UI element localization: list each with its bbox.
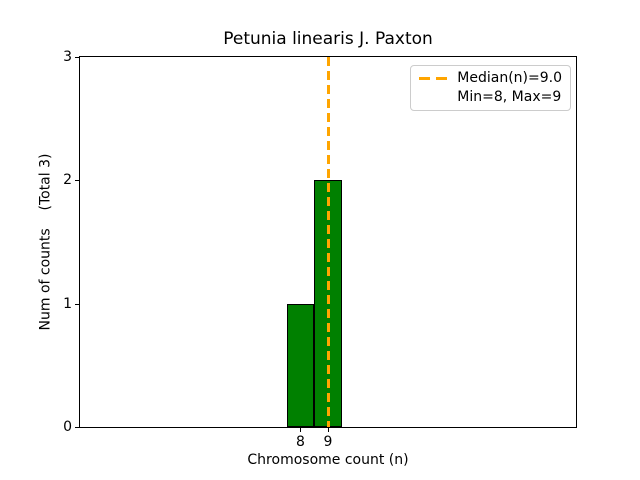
median-line bbox=[326, 57, 330, 427]
x-axis-label: Chromosome count (n) bbox=[247, 452, 409, 468]
legend-item-minmax: Min=8, Max=9 bbox=[419, 89, 562, 106]
x-tick-label: 9 bbox=[323, 434, 333, 450]
legend-label-median: Median(n)=9.0 bbox=[457, 70, 562, 86]
x-tick-label: 8 bbox=[295, 434, 305, 450]
x-tick bbox=[300, 428, 302, 432]
legend: Median(n)=9.0 Min=8, Max=9 bbox=[410, 65, 571, 111]
x-tick bbox=[328, 428, 329, 432]
y-tick-label: 2 bbox=[63, 172, 72, 189]
histogram-bar bbox=[286, 303, 315, 427]
empty-swatch bbox=[419, 96, 447, 99]
dashed-line-swatch bbox=[419, 77, 448, 80]
y-tick-label: 1 bbox=[63, 295, 72, 312]
y-tick bbox=[75, 303, 79, 305]
y-tick bbox=[75, 57, 79, 58]
y-tick bbox=[75, 427, 79, 428]
legend-item-median: Median(n)=9.0 bbox=[419, 70, 562, 87]
plot-area: Median(n)=9.0 Min=8, Max=9 bbox=[79, 56, 577, 428]
y-tick-label: 0 bbox=[63, 419, 72, 435]
y-tick-label: 3 bbox=[63, 49, 72, 65]
legend-label-minmax: Min=8, Max=9 bbox=[457, 89, 562, 105]
chart-title: Petunia linearis J. Paxton bbox=[223, 29, 433, 49]
y-tick bbox=[75, 180, 79, 182]
